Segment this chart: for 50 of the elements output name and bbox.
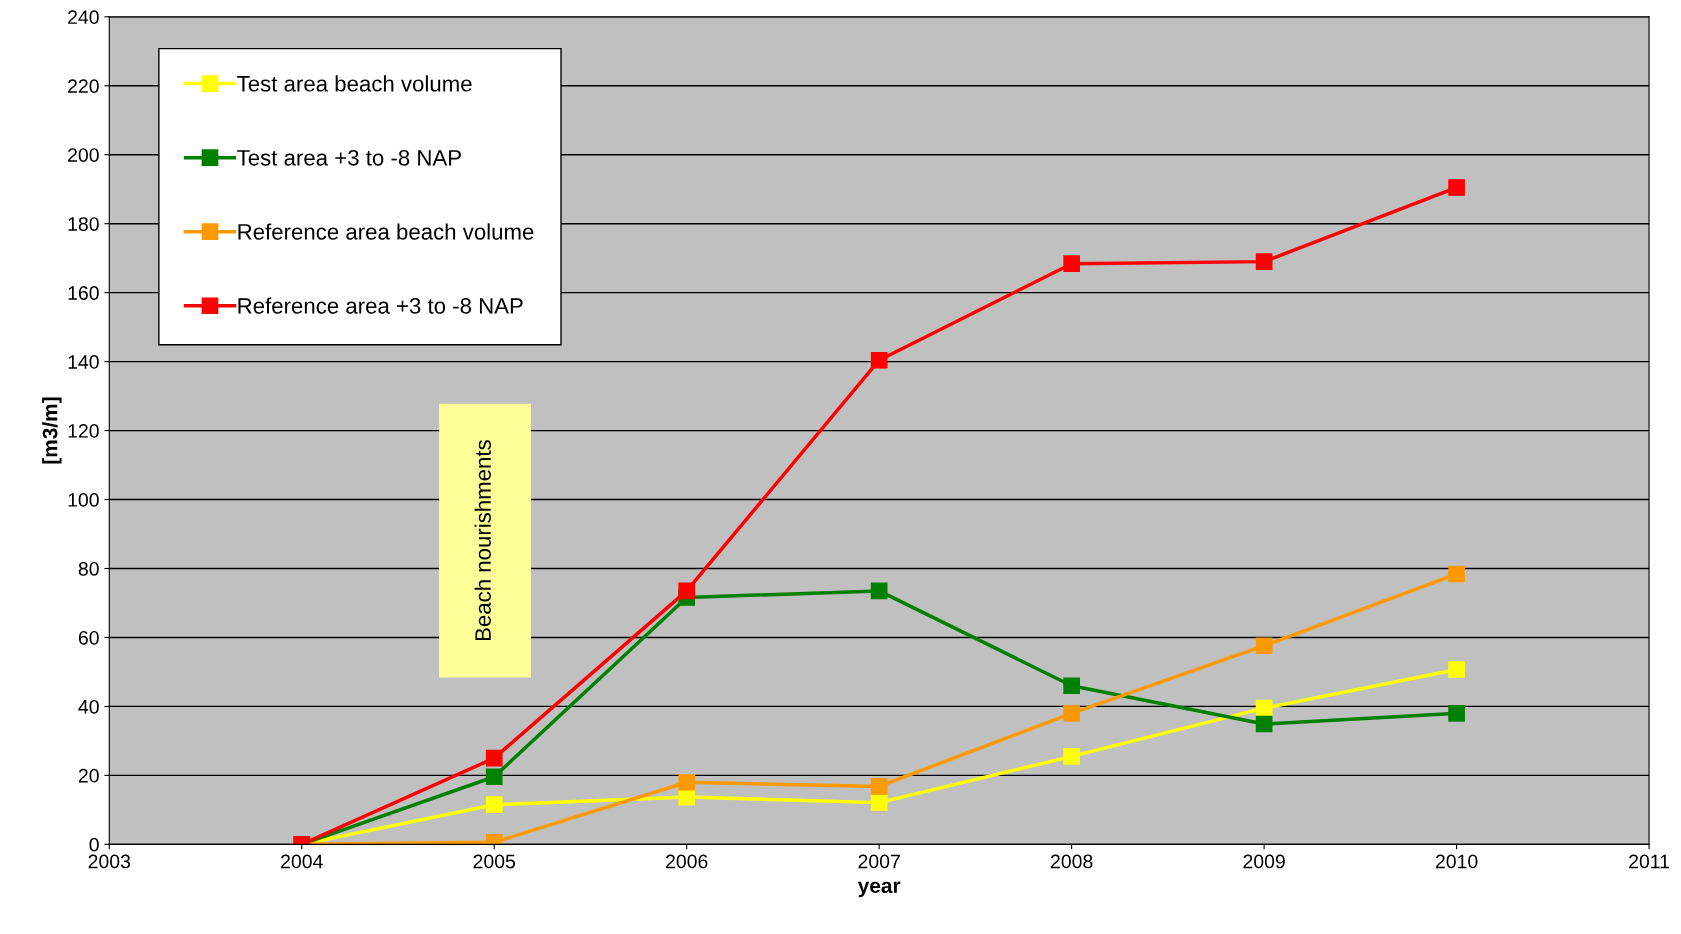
point [1448,704,1465,722]
point [870,582,888,600]
point [1448,179,1465,196]
point [678,582,696,600]
point [1255,637,1273,655]
point [1255,715,1273,733]
point [870,351,888,369]
y-tick-label: 140 [68,355,99,369]
legend-label: Test area +3 to -8 NAP [237,149,461,166]
y-tick-label: 200 [68,148,99,162]
point [1063,255,1080,273]
x-tick-label: 2007 [858,854,900,869]
point [870,778,888,795]
x-tick-label: 2003 [88,854,131,869]
point [485,768,503,786]
point [1063,704,1080,722]
x-tick-label: 2004 [281,854,323,869]
y-tick-label: 180 [68,217,99,231]
y-tick-label: 20 [78,768,99,783]
point [1448,565,1465,583]
x-tick-label: 2005 [473,854,516,869]
x-axis-title: year [857,881,901,898]
legend-label: Test area beach volume [237,75,472,92]
point [678,773,696,791]
point [485,796,503,814]
y-tick-label: 240 [68,10,99,25]
y-tick-label: 60 [78,630,99,645]
y-tick-label: 220 [68,79,99,94]
y-tick-label: 100 [68,493,99,507]
y-tick-label: 80 [78,561,99,576]
y-axis-title: [m3/m] [42,397,62,464]
x-tick-label: 2006 [666,854,708,869]
y-tick-label: 0 [89,837,99,852]
x-tick-label: 2011 [1629,854,1670,869]
annotation: Beach nourishments [474,440,491,641]
y-tick-label: 120 [68,424,99,438]
legend-label: Reference area beach volume [238,223,534,240]
y-tick-label: 40 [78,699,99,714]
point [485,749,503,767]
legend-label: Reference area +3 to -8 NAP [238,297,523,314]
x-tick-label: 2008 [1050,854,1093,869]
point [1063,677,1080,695]
point [870,794,888,811]
x-tick-label: 2009 [1243,854,1285,869]
point [1063,748,1080,765]
point [1255,699,1273,717]
point [1448,661,1465,678]
point [1255,253,1273,270]
x-tick-label: 2010 [1435,854,1478,869]
y-tick-label: 160 [68,286,99,300]
